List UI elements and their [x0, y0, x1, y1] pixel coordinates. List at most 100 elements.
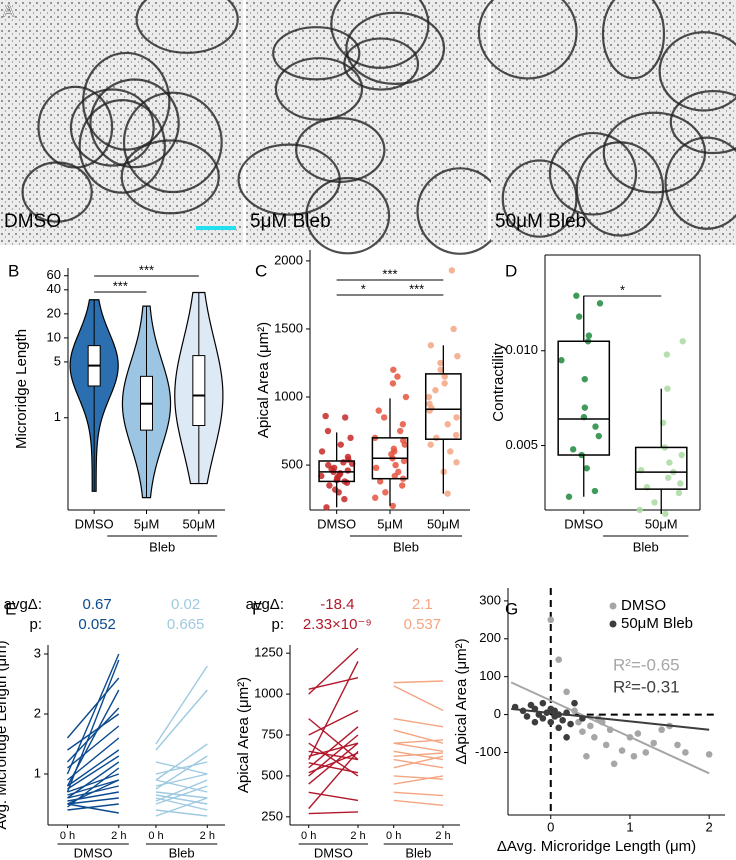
- cell-outline: [37, 85, 114, 169]
- image-label: DMSO: [4, 211, 61, 232]
- x-tick-label: 50μM: [427, 516, 460, 531]
- pair-line: [66, 677, 120, 739]
- point: [450, 325, 457, 333]
- fit-line: [510, 681, 710, 775]
- point: [523, 713, 531, 720]
- pair-line: [67, 725, 120, 769]
- group-label: DMSO: [314, 845, 353, 860]
- pair-line: [155, 689, 208, 751]
- point: [448, 267, 456, 274]
- point: [585, 332, 593, 339]
- point: [591, 734, 598, 741]
- point: [581, 404, 589, 411]
- point: [332, 486, 339, 493]
- pair-line: [67, 785, 119, 799]
- panel-label: E: [5, 599, 16, 618]
- point: [539, 715, 547, 722]
- point: [571, 699, 578, 707]
- pair-line: [66, 707, 120, 763]
- point: [392, 461, 399, 469]
- pair-line: [67, 737, 120, 781]
- x-tick-label: 5μM: [134, 516, 160, 531]
- pair-line: [308, 709, 359, 736]
- point: [433, 434, 440, 442]
- cell-outline: [89, 78, 180, 169]
- cell-outline: [501, 159, 578, 238]
- point: [665, 474, 672, 481]
- point: [663, 351, 671, 358]
- legend-marker: [609, 602, 617, 610]
- cell-outline: [237, 143, 341, 216]
- group-label: DMSO: [74, 845, 113, 860]
- point: [322, 412, 329, 420]
- p-value: 0.537: [404, 616, 442, 633]
- point: [324, 427, 332, 435]
- p-label: p:: [29, 616, 42, 633]
- micrograph: 50μM Bleb: [477, 0, 736, 245]
- pair-line: [308, 677, 359, 690]
- image-background: [491, 0, 736, 245]
- x-tick-label: 0 h: [386, 830, 401, 842]
- pair-line: [308, 726, 359, 769]
- point: [325, 461, 332, 469]
- legend-label: DMSO: [621, 597, 666, 614]
- point: [547, 718, 555, 726]
- point: [583, 465, 590, 472]
- cell-outline: [122, 91, 223, 194]
- cell-outline: [669, 90, 736, 155]
- pair-line: [67, 755, 120, 790]
- group-label: Bleb: [169, 845, 195, 860]
- cell-outline: [345, 11, 446, 85]
- point: [400, 457, 408, 465]
- pair-line: [393, 775, 444, 780]
- significance-label: *: [361, 281, 366, 296]
- cell-outline: [78, 98, 166, 194]
- y-tick-label: -100: [475, 744, 501, 759]
- avg-value: 0.02: [171, 596, 200, 613]
- significance-label: ***: [113, 278, 128, 293]
- pair-line: [155, 779, 208, 802]
- point: [399, 421, 407, 428]
- point: [337, 441, 344, 448]
- x-tick-label: 5μM: [377, 516, 403, 531]
- pair-line: [155, 785, 208, 805]
- point: [610, 760, 618, 768]
- point: [558, 357, 565, 364]
- point: [330, 464, 338, 472]
- point: [563, 734, 570, 741]
- x-tick-label: 50μM: [645, 516, 678, 531]
- y-tick-label: 40: [47, 281, 61, 296]
- point: [426, 400, 433, 408]
- pair-line: [308, 811, 359, 815]
- y-tick-label: 0.010: [505, 342, 538, 357]
- pair-line: [393, 680, 444, 684]
- cell-outline: [272, 26, 361, 81]
- pair-line: [308, 791, 359, 802]
- y-tick-label: 1250: [254, 645, 283, 660]
- x-tick-label: DMSO: [317, 516, 356, 531]
- micrograph: DMSO: [0, 0, 243, 245]
- y-axis-label: Contractility: [490, 343, 507, 422]
- image-label: 5μM Bleb: [250, 211, 331, 232]
- pair-line: [67, 791, 119, 802]
- y-tick-label: 10: [47, 329, 61, 344]
- point: [539, 699, 547, 707]
- point: [547, 616, 555, 624]
- p-value: 2.33×10⁻⁹: [303, 616, 372, 633]
- p-value: 0.052: [78, 616, 116, 633]
- point: [531, 718, 539, 726]
- y-tick-label: 1500: [274, 320, 303, 335]
- x-tick-label: 0 h: [60, 830, 75, 842]
- point: [390, 445, 398, 452]
- point: [425, 393, 433, 401]
- point: [375, 407, 382, 414]
- point: [618, 747, 626, 754]
- point: [677, 480, 684, 487]
- micrograph: 5μM Bleb: [237, 0, 504, 255]
- point: [441, 380, 448, 387]
- y-tick-label: 750: [261, 726, 283, 741]
- panel-label: D: [505, 261, 517, 280]
- pair-line: [308, 762, 359, 774]
- y-tick-label: 60: [47, 267, 61, 282]
- pair-line: [67, 749, 120, 787]
